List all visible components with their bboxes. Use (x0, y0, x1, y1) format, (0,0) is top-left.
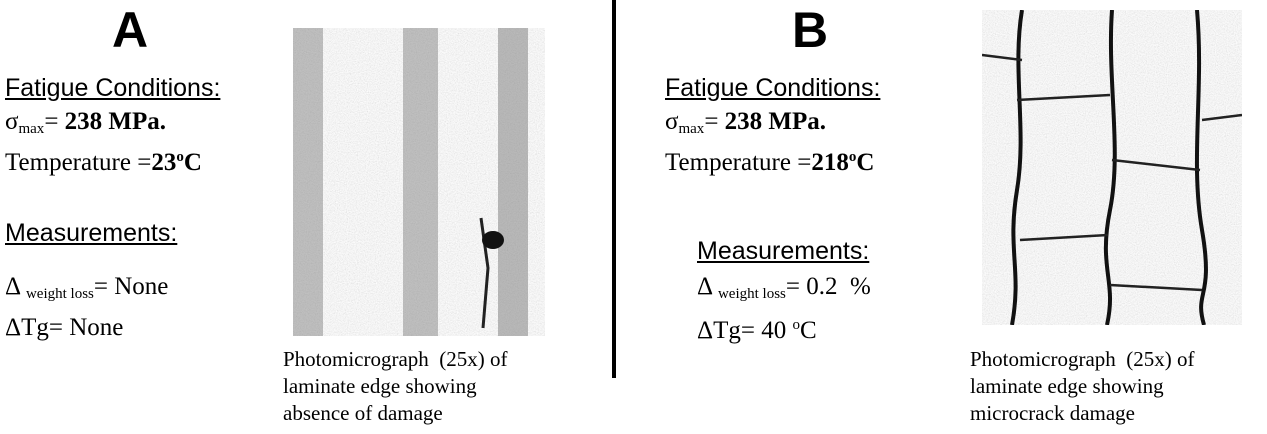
caption: Photomicrograph (25x) of laminate edge sh… (283, 346, 508, 427)
panel-label: B (792, 2, 829, 58)
weight-sub: weight loss (25, 286, 94, 302)
caption-line: laminate edge showing (970, 374, 1164, 398)
conditions-heading: Fatigue Conditions: (5, 74, 221, 102)
weight-line: Δ weight loss= 0.2 % (697, 272, 871, 309)
temp-line: Temperature =218oC (665, 142, 874, 178)
temp-sup: o (176, 149, 184, 165)
weight-sub: weight loss (717, 286, 786, 302)
caption-line: microcrack damage (970, 401, 1135, 425)
temp-value: 23 (151, 149, 177, 176)
caption: Photomicrograph (25x) of laminate edge sh… (970, 346, 1195, 427)
equals: = (44, 108, 65, 135)
caption-line: laminate edge showing (283, 374, 477, 398)
measurements-heading: Measurements: (697, 237, 870, 265)
stress-value: 238 MPa. (64, 108, 167, 135)
tg-sup: o (792, 317, 800, 333)
divider (612, 0, 616, 378)
conditions-heading: Fatigue Conditions: (665, 74, 881, 102)
temp-value: 218 (811, 149, 849, 176)
caption-line: Photomicrograph (25x) of (283, 347, 508, 371)
sigma-sub: max (18, 121, 45, 137)
sigma: σ (665, 108, 679, 135)
caption-line: Photomicrograph (25x) of (970, 347, 1195, 371)
weight-value: = 0.2 % (785, 273, 871, 300)
delta: Δ (697, 273, 718, 300)
temp-unit: C (856, 149, 875, 176)
temp-label: Temperature = (665, 149, 812, 176)
measurements-heading: Measurements: (5, 219, 178, 247)
delta: Δ (5, 273, 26, 300)
temp-sup: o (848, 149, 857, 165)
sigma-sub: max (678, 121, 705, 137)
sigma: σ (5, 108, 19, 135)
equals: = (704, 108, 725, 135)
panel-label: A (112, 2, 149, 58)
temp-line: Temperature =23oC (5, 142, 202, 178)
weight-line: Δ weight loss= None (5, 272, 168, 309)
weight-value: = None (93, 273, 169, 300)
stress-line: σmax= 238 MPa. (5, 107, 166, 144)
tg-unit: C (799, 317, 817, 344)
temp-label: Temperature = (5, 149, 152, 176)
tg-line: ΔTg= None (5, 314, 124, 341)
photomicrograph (982, 10, 1242, 325)
temp-unit: C (183, 149, 202, 176)
stress-line: σmax= 238 MPa. (665, 107, 826, 144)
photomicrograph (293, 28, 545, 336)
stress-value: 238 MPa. (724, 108, 827, 135)
tg-line: ΔTg= 40 oC (697, 310, 817, 346)
tg-text: ΔTg= 40 (697, 317, 793, 344)
caption-line: absence of damage (283, 401, 443, 425)
